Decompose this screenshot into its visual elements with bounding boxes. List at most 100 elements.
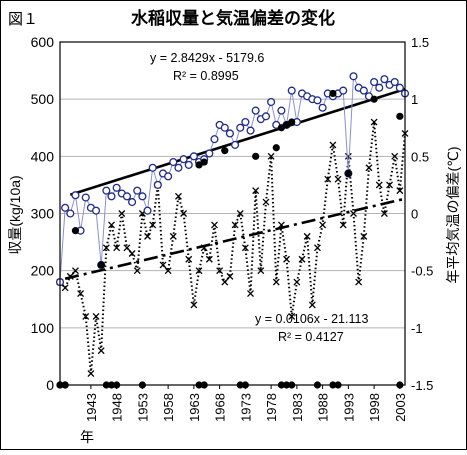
- data-point-yield: [164, 172, 173, 181]
- y-right-tick-label: -1: [411, 321, 423, 336]
- trend-r2-temperature: R² = 0.4127: [278, 330, 344, 344]
- data-point-temperature: [386, 181, 394, 189]
- x-tick-label: 1973: [238, 393, 253, 422]
- y-right-tick-label: 1.5: [411, 35, 429, 50]
- data-point-yield: [318, 103, 327, 112]
- x-tick-label: 1988: [316, 393, 331, 422]
- data-point-temperature: [391, 152, 399, 160]
- data-point-yield-filled: [329, 89, 337, 98]
- data-point-yield: [143, 206, 152, 215]
- data-point-yield: [138, 192, 147, 201]
- data-point-temperature: [334, 175, 342, 183]
- chart-title: 水稲収量と気温偏差の変化: [131, 8, 335, 28]
- series-layer: [55, 72, 410, 389]
- data-point-temperature: [231, 221, 239, 229]
- data-point-yield: [251, 106, 260, 115]
- y-left-tick-label: 400: [31, 148, 55, 164]
- data-point-temperature: [216, 267, 224, 275]
- data-point-temperature: [262, 198, 270, 206]
- y-right-tick-label: -1.5: [411, 378, 433, 393]
- data-point-yield: [241, 117, 250, 127]
- data-point-temperature: [190, 301, 198, 309]
- y-left-tick-label: 600: [31, 34, 55, 50]
- data-point-temperature: [314, 244, 321, 252]
- data-point-temperature: [133, 267, 141, 275]
- data-point-yield-filled: [200, 158, 208, 166]
- y-axis-label-left: 収量(kg/10a): [7, 175, 23, 254]
- data-point-temperature: [164, 267, 172, 275]
- data-point-yield: [66, 209, 75, 218]
- data-point-temperature: [355, 278, 363, 286]
- x-tick-label: 1958: [161, 393, 176, 422]
- y-right-tick-label: 1: [411, 92, 418, 107]
- data-point-temperature: [375, 181, 383, 189]
- x-tick-label: 1968: [213, 393, 228, 422]
- data-point-temperature: [350, 210, 357, 217]
- data-point-temperature: [123, 244, 131, 252]
- data-point-temperature: [308, 301, 316, 309]
- data-point-yield: [349, 72, 358, 81]
- data-point-yield: [287, 86, 296, 95]
- data-point-yield-filled: [288, 118, 296, 126]
- figure-label: 図１: [8, 11, 38, 28]
- data-point-yield-filled: [252, 152, 260, 160]
- x-tick-label: 1998: [367, 393, 382, 422]
- data-point-temperature: [71, 267, 79, 275]
- data-point-yield: [107, 192, 116, 201]
- trend-line-temperature: [64, 197, 406, 280]
- data-point-yield: [174, 163, 183, 172]
- data-point-temperature: [174, 192, 182, 200]
- trend-r2-yield: R² = 0.8995: [173, 69, 239, 83]
- data-point-yield: [236, 123, 245, 132]
- data-point-temperature: [108, 221, 115, 229]
- data-point-temperature: [205, 255, 213, 263]
- y-left-tick-label: 500: [31, 91, 55, 107]
- data-point-temperature: [97, 347, 105, 355]
- data-point-temperature: [241, 244, 249, 252]
- data-point-temperature: [339, 221, 347, 229]
- data-point-temperature: [169, 232, 177, 240]
- data-point-yield: [61, 203, 70, 212]
- data-point-temperature: [82, 312, 90, 320]
- data-point-temperature: [77, 290, 85, 297]
- data-point-temperature: [211, 221, 218, 229]
- y-left-tick-label: 100: [31, 320, 55, 336]
- data-point-temperature: [370, 118, 378, 126]
- data-point-yield: [148, 163, 157, 172]
- data-point-yield: [359, 86, 368, 95]
- data-point-yield: [169, 158, 178, 167]
- data-point-temperature: [272, 278, 280, 286]
- data-point-yield-filled: [272, 144, 280, 152]
- data-point-temperature: [144, 232, 151, 240]
- data-point-temperature: [257, 267, 265, 275]
- data-point-temperature: [324, 175, 332, 183]
- x-tick-label: 1983: [290, 393, 305, 422]
- data-point-temperature: [293, 278, 301, 286]
- series-line-temperature: [59, 121, 406, 374]
- x-tick-label: 1978: [264, 393, 279, 422]
- data-point-yield: [205, 149, 214, 158]
- data-point-yield: [122, 192, 131, 201]
- data-point-yield-filled: [370, 95, 378, 103]
- y-axis-label-right: 年平均気温の偏差(℃): [445, 146, 461, 283]
- equation-labels: y = 2.8429x - 5179.6 R² = 0.8995 y = 0.0…: [150, 51, 368, 344]
- data-point-temperature: [288, 312, 296, 320]
- data-point-temperature: [226, 272, 234, 280]
- data-point-yield: [277, 106, 286, 115]
- y-left-tick-label: 200: [31, 263, 55, 279]
- y-right-tick-label: 0: [411, 207, 418, 222]
- data-point-temperature: [277, 221, 285, 229]
- data-point-temperature: [118, 210, 126, 217]
- data-point-temperature: [365, 164, 373, 172]
- x-tick-label: 1948: [110, 393, 125, 422]
- data-point-yield: [395, 83, 404, 92]
- y-left-tick-label: 300: [31, 206, 55, 222]
- plot-area: [59, 41, 406, 386]
- data-point-yield-filled: [344, 169, 352, 178]
- data-point-yield: [225, 129, 234, 138]
- data-point-yield: [380, 75, 389, 84]
- data-point-temperature: [329, 141, 337, 149]
- data-point-temperature: [283, 255, 291, 263]
